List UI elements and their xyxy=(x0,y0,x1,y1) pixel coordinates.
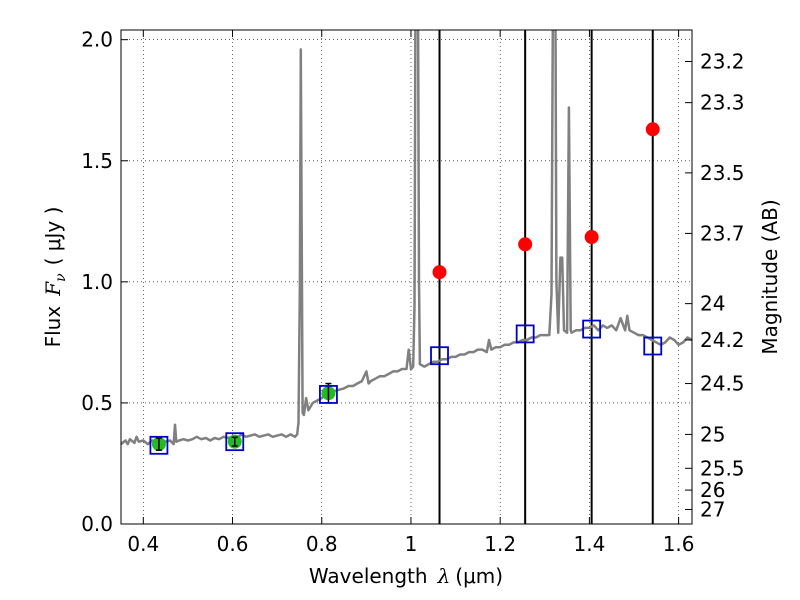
red-point xyxy=(584,230,599,245)
mag-tick-label: 24.5 xyxy=(700,372,745,396)
x-tick-label: 1 xyxy=(405,532,418,556)
model-square xyxy=(149,435,169,455)
mag-tick-label: 24.2 xyxy=(700,328,745,352)
y-tick-label: 0.0 xyxy=(81,512,113,536)
mag-tick-label: 23.2 xyxy=(700,49,745,73)
mag-tick-label: 24 xyxy=(700,292,725,316)
plot-background xyxy=(121,30,692,524)
red-point xyxy=(518,237,533,252)
model-square xyxy=(582,319,602,339)
y-tick-label: 0.5 xyxy=(81,391,113,415)
y2-axis-label: Magnitude (AB) xyxy=(758,199,782,354)
x-tick-label: 1.6 xyxy=(663,532,695,556)
x-tick-label: 1.2 xyxy=(484,532,516,556)
red-point xyxy=(645,122,660,137)
mag-tick-label: 26 xyxy=(700,478,725,502)
model-square xyxy=(225,432,245,452)
mag-tick-label: 25.5 xyxy=(700,456,745,480)
model-square xyxy=(643,336,663,356)
y-tick-label: 1.5 xyxy=(81,149,113,173)
x-axis-label: Wavelength λ (μm) xyxy=(309,564,503,588)
spectrum-line xyxy=(121,30,692,446)
mag-tick-label: 23.7 xyxy=(700,221,745,245)
model-square xyxy=(430,346,449,366)
y-tick-label: 2.0 xyxy=(81,28,113,52)
red-point xyxy=(432,265,447,280)
x-tick-label: 0.6 xyxy=(217,532,249,556)
model-square xyxy=(515,324,535,344)
mag-tick-label: 25 xyxy=(700,422,725,446)
plot-frame xyxy=(120,29,693,525)
x-tick-label: 1.4 xyxy=(573,532,605,556)
ticks: 0.4 0.6 0.8 1 1.2 1.4 1.6 0.0 0.5 1.0 1.5 2.0 23.2 23… xyxy=(81,28,744,556)
y-axis-label: FluxFν( μJy ) xyxy=(41,207,69,348)
y-tick-label: 1.0 xyxy=(81,270,113,294)
spectrum xyxy=(121,30,692,446)
mag-tick-label: 23.5 xyxy=(700,161,745,185)
mag-tick-label: 27 xyxy=(700,497,725,521)
x-tick-label: 0.8 xyxy=(306,532,338,556)
markers xyxy=(149,122,663,455)
x-tick-label: 0.4 xyxy=(127,532,159,556)
mag-tick-label: 23.3 xyxy=(700,91,745,115)
model-square xyxy=(319,385,338,404)
